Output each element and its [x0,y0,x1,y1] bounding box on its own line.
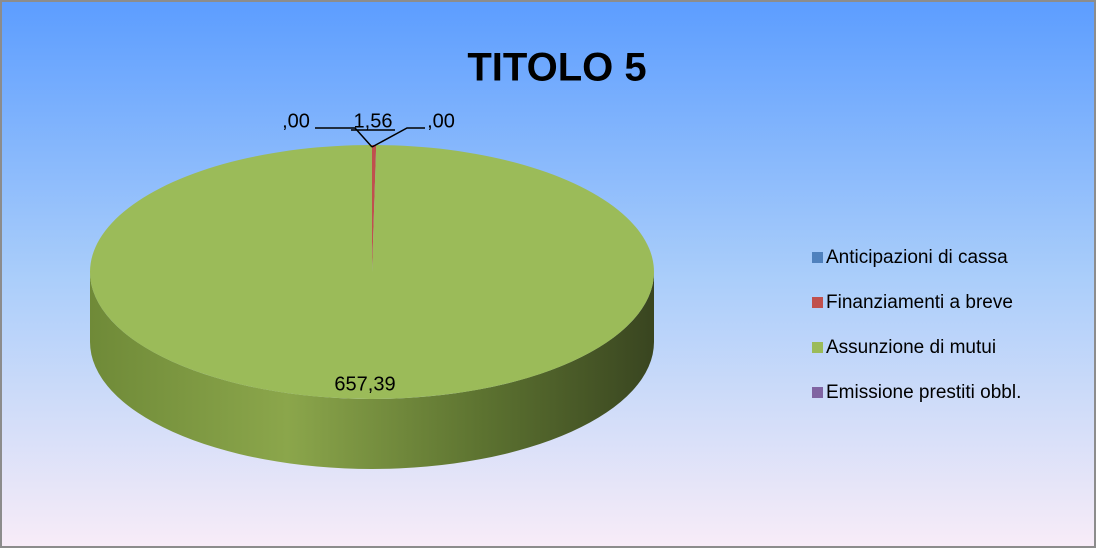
legend-swatch [812,252,823,263]
data-label: ,00 [427,110,455,132]
leader-line [371,127,425,148]
legend-swatch [812,297,823,308]
legend-label: Emissione prestiti obbl. [826,382,1021,403]
pie-side [90,272,654,469]
legend-label: Assunzione di mutui [826,337,996,358]
chart-title: TITOLO 5 [467,46,646,90]
data-label: ,00 [282,110,310,132]
data-label: 1,56 [354,110,393,132]
legend-label: Anticipazioni di cassa [826,247,1008,268]
leader-line [315,127,373,148]
pie-slice [372,145,377,272]
pie-slice [90,145,655,399]
legend-swatch [812,387,823,398]
legend-label: Finanziamenti a breve [826,292,1013,313]
data-label: 657,39 [334,373,395,395]
legend-swatch [812,342,823,353]
